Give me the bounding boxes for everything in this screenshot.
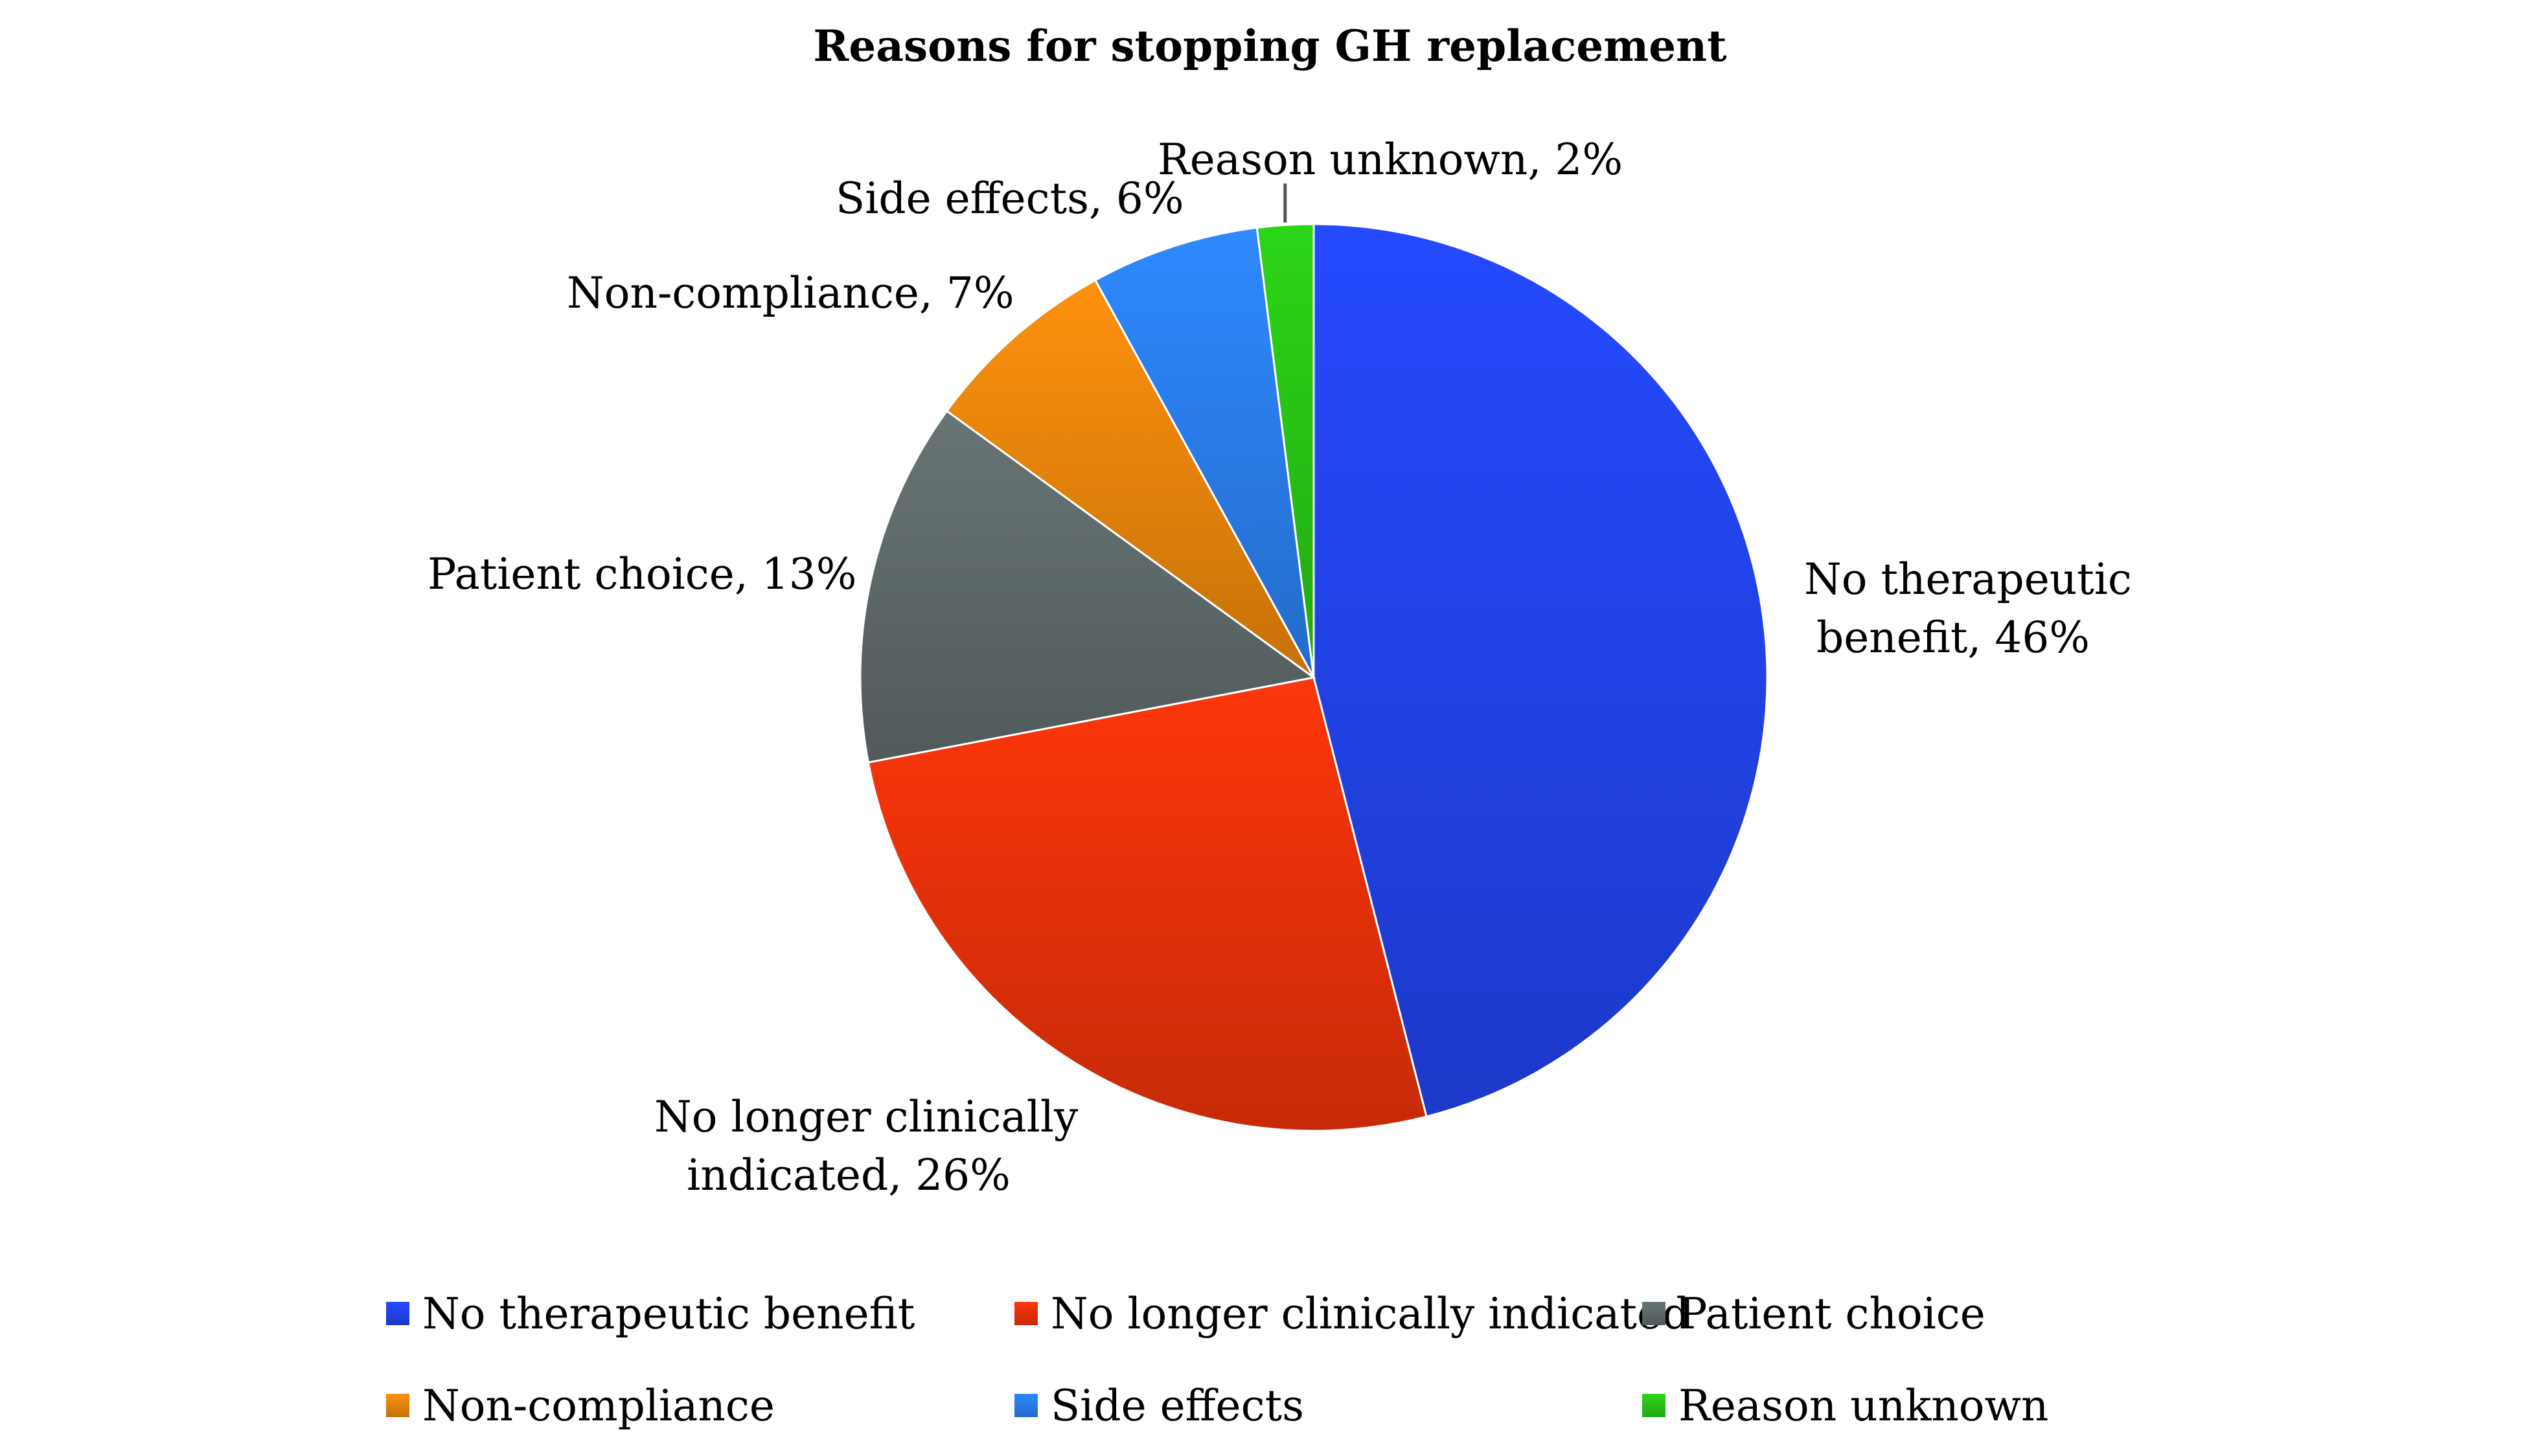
- legend-item-no-therapeutic-benefit: No therapeutic benefit: [386, 1288, 915, 1339]
- legend-label: No longer clinically indicated: [1051, 1288, 1690, 1339]
- pie-slice-non-compliance: [945, 279, 1315, 679]
- legend-label: Side effects: [1051, 1380, 1304, 1431]
- pie-slice-reason-unknown: [1255, 223, 1315, 678]
- slice-label-no-longer-clinically-indicated: No longer clinically indicated, 26%: [654, 1092, 1079, 1200]
- legend-swatch: [1642, 1394, 1665, 1417]
- legend-item-non-compliance: Non-compliance: [386, 1380, 775, 1431]
- legend-item-no-longer-clinically-indicated: No longer clinically indicated: [1014, 1288, 1689, 1339]
- chart-title: Reasons for stopping GH replacement: [813, 21, 1727, 71]
- pie-slice-no-therapeutic-benefit: [1312, 223, 1768, 1118]
- legend-swatch: [1014, 1394, 1038, 1417]
- legend-label: Non-compliance: [422, 1380, 775, 1431]
- legend-swatch: [386, 1394, 409, 1417]
- legend-item-side-effects: Side effects: [1014, 1380, 1304, 1431]
- legend-swatch: [1014, 1302, 1038, 1325]
- slice-label-non-compliance: Non-compliance, 7%: [567, 268, 1014, 318]
- legend-item-patient-choice: Patient choice: [1642, 1288, 1985, 1339]
- legend-swatch: [386, 1302, 409, 1325]
- pie-slice-side-effects: [1093, 226, 1315, 678]
- slice-label-patient-choice: Patient choice, 13%: [428, 549, 857, 599]
- pie-slices: [859, 223, 1768, 1132]
- slice-label-reason-unknown: Reason unknown, 2%: [1158, 135, 1623, 185]
- legend-swatch: [1642, 1302, 1665, 1325]
- legend-label: Patient choice: [1678, 1288, 1985, 1339]
- pie-slice-no-longer-clinically-indicated: [867, 676, 1428, 1132]
- slice-label-no-therapeutic-benefit: No therapeutic benefit, 46%: [1804, 554, 2132, 663]
- pie-slice-patient-choice: [859, 409, 1316, 764]
- legend-label: No therapeutic benefit: [422, 1288, 915, 1339]
- legend-item-reason-unknown: Reason unknown: [1642, 1380, 2048, 1431]
- legend-label: Reason unknown: [1678, 1380, 2049, 1431]
- slice-label-side-effects: Side effects, 6%: [836, 174, 1184, 223]
